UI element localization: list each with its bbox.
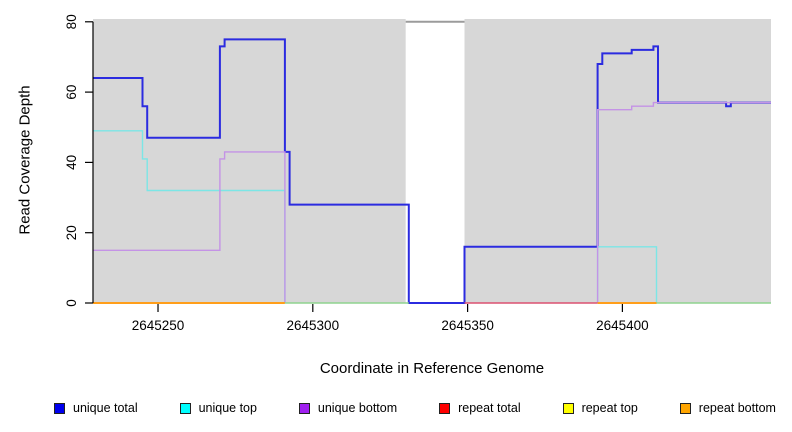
legend-item-repeat-bottom: repeat bottom bbox=[679, 401, 776, 415]
y-tick-label: 80 bbox=[64, 14, 79, 29]
y-tick-label: 0 bbox=[64, 299, 79, 307]
legend-label: repeat bottom bbox=[698, 401, 776, 415]
series-unique-bottom-line bbox=[596, 101, 771, 303]
legend-swatch-icon bbox=[439, 402, 451, 414]
y-tick-label: 60 bbox=[64, 85, 79, 100]
legend-label: repeat total bbox=[458, 401, 521, 415]
series-unique-total-line bbox=[93, 38, 771, 304]
plot-background-right bbox=[464, 19, 771, 303]
legend-item-unique-bottom: unique bottom bbox=[298, 401, 398, 415]
y-tick-label: 40 bbox=[64, 155, 79, 170]
legend-item-unique-top: unique top bbox=[179, 401, 257, 415]
plot-background-left bbox=[93, 19, 406, 303]
y-tick-label: 20 bbox=[64, 225, 79, 240]
legend-swatch-icon bbox=[298, 402, 310, 414]
x-axis-label: Coordinate in Reference Genome bbox=[319, 360, 545, 377]
legend-item-repeat-top: repeat top bbox=[562, 401, 638, 415]
x-tick-label: 2645400 bbox=[596, 318, 649, 333]
x-tick-label: 2645250 bbox=[132, 318, 185, 333]
legend-label: unique total bbox=[73, 401, 138, 415]
legend-label: unique bottom bbox=[317, 401, 398, 415]
legend-label: unique top bbox=[198, 401, 257, 415]
legend-item-unique-total: unique total bbox=[54, 401, 138, 415]
x-tick-label: 2645300 bbox=[287, 318, 340, 333]
legend-label: repeat top bbox=[581, 401, 638, 415]
coverage-plot-svg: 0 20 40 60 80 2645250 2645300 2645350 2645400 bbox=[64, 14, 771, 333]
legend-swatch-icon bbox=[54, 402, 65, 414]
x-tick-label: 2645350 bbox=[441, 318, 494, 333]
legend-swatch-icon bbox=[562, 402, 574, 414]
legend-swatch-icon bbox=[679, 402, 691, 414]
series-unique-bottom-line bbox=[93, 151, 286, 303]
y-axis-label: Read Coverage Depth bbox=[16, 85, 34, 235]
legend: unique total unique top unique bottom repea… bbox=[54, 401, 776, 415]
legend-item-repeat-total: repeat total bbox=[439, 401, 521, 415]
legend-swatch-icon bbox=[179, 402, 191, 414]
